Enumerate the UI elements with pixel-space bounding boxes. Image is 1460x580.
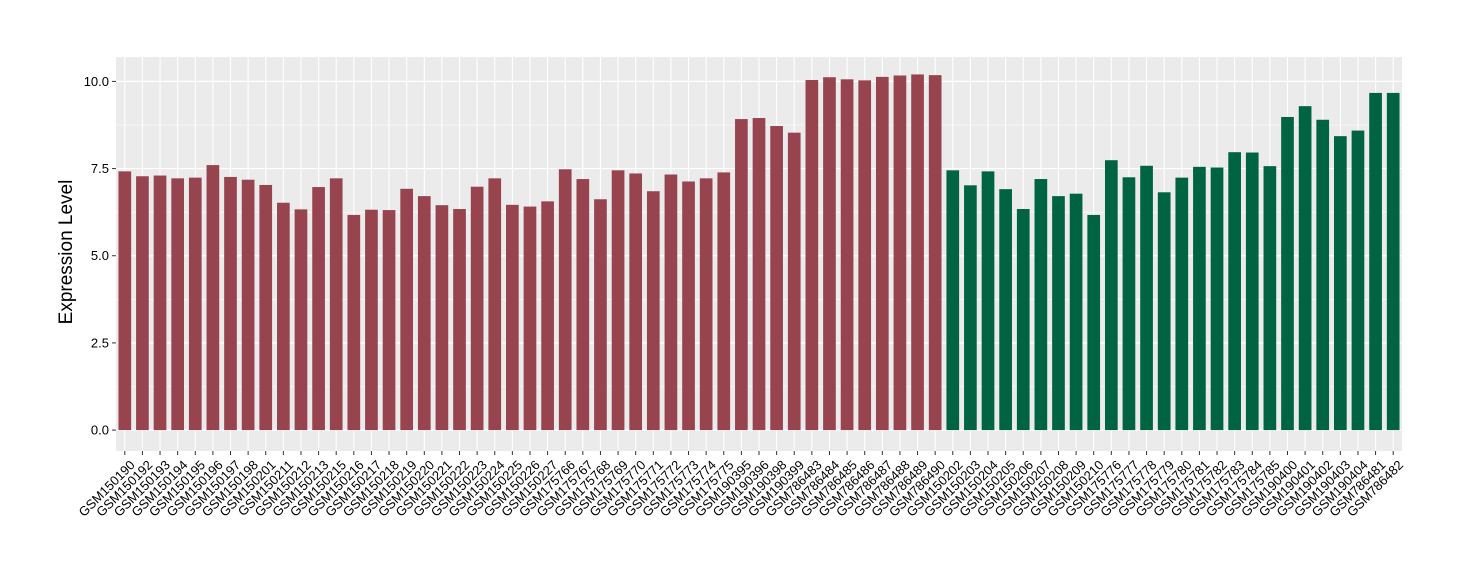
bar-GSM175782 bbox=[1210, 167, 1224, 431]
bar-GSM150195 bbox=[188, 177, 202, 431]
bar-GSM175779 bbox=[1157, 192, 1171, 431]
bar-GSM175776 bbox=[1104, 160, 1118, 431]
bar-GSM786484 bbox=[823, 77, 836, 431]
bar-GSM175784 bbox=[1245, 152, 1259, 431]
bar-GSM150207 bbox=[1034, 179, 1048, 431]
bar-GSM150204 bbox=[981, 171, 995, 431]
bar-GSM175785 bbox=[1263, 166, 1277, 431]
bar-GSM786490 bbox=[928, 75, 942, 431]
bar-GSM786482 bbox=[1386, 92, 1400, 431]
x-axis: GSM150190GSM150192GSM150193GSM150194GSM1… bbox=[75, 451, 1406, 520]
bar-GSM150223 bbox=[470, 186, 484, 431]
bar-GSM150220 bbox=[417, 196, 431, 431]
bars bbox=[118, 74, 1400, 431]
bar-GSM175766 bbox=[558, 169, 572, 431]
bar-GSM190396 bbox=[752, 118, 766, 431]
bar-GSM150202 bbox=[946, 170, 960, 431]
bar-GSM175781 bbox=[1193, 166, 1206, 431]
bar-GSM190399 bbox=[787, 132, 801, 431]
y-tick-label: 5.0 bbox=[91, 248, 109, 263]
bar-GSM175770 bbox=[629, 173, 643, 431]
bar-GSM150219 bbox=[400, 188, 414, 431]
y-tick-label: 10.0 bbox=[84, 74, 109, 89]
bar-GSM150190 bbox=[118, 171, 132, 431]
bar-GSM190395 bbox=[735, 119, 748, 431]
bar-GSM175778 bbox=[1140, 165, 1153, 431]
bar-GSM175771 bbox=[646, 191, 660, 431]
bar-GSM150211 bbox=[277, 202, 290, 431]
bar-GSM150225 bbox=[506, 204, 519, 431]
bar-GSM786487 bbox=[875, 76, 889, 431]
bar-GSM150212 bbox=[294, 209, 308, 431]
bar-GSM150206 bbox=[1016, 209, 1030, 431]
bar-GSM150218 bbox=[382, 210, 396, 431]
bar-GSM786481 bbox=[1369, 92, 1382, 431]
bar-GSM175773 bbox=[682, 181, 695, 431]
bar-GSM150201 bbox=[259, 184, 273, 431]
bar-GSM150209 bbox=[1069, 193, 1083, 431]
bar-GSM150227 bbox=[541, 201, 554, 431]
bar-GSM175774 bbox=[699, 178, 713, 431]
bar-GSM190404 bbox=[1351, 130, 1365, 431]
bar-GSM150193 bbox=[153, 175, 167, 431]
bar-GSM786488 bbox=[893, 75, 907, 431]
bar-GSM175768 bbox=[594, 199, 607, 431]
y-tick-label: 0.0 bbox=[91, 423, 109, 438]
bar-GSM175767 bbox=[576, 179, 590, 431]
bar-GSM190400 bbox=[1281, 116, 1294, 431]
bar-GSM150226 bbox=[523, 206, 537, 431]
bar-GSM150224 bbox=[488, 178, 502, 431]
bar-GSM786489 bbox=[911, 74, 924, 431]
bar-GSM150221 bbox=[435, 205, 449, 431]
bar-GSM150222 bbox=[453, 209, 466, 431]
y-tick-label: 7.5 bbox=[91, 161, 109, 176]
bar-GSM190401 bbox=[1298, 106, 1312, 431]
bar-GSM175777 bbox=[1122, 177, 1136, 431]
bar-GSM150213 bbox=[312, 187, 325, 431]
bar-GSM150198 bbox=[241, 179, 255, 431]
bar-GSM175772 bbox=[664, 174, 678, 431]
bar-GSM786485 bbox=[840, 79, 854, 431]
bar-GSM150205 bbox=[999, 189, 1012, 431]
bar-GSM190398 bbox=[770, 126, 783, 431]
bar-GSM786483 bbox=[805, 80, 819, 431]
y-tick-label: 2.5 bbox=[91, 335, 109, 350]
bar-GSM175783 bbox=[1228, 152, 1241, 431]
bar-GSM150210 bbox=[1087, 214, 1101, 431]
bar-GSM150203 bbox=[964, 185, 977, 431]
bar-GSM175780 bbox=[1175, 177, 1189, 431]
y-axis-title: Expression Level bbox=[56, 180, 77, 325]
bar-GSM190403 bbox=[1334, 136, 1347, 431]
bar-GSM190402 bbox=[1316, 119, 1330, 431]
bar-GSM150196 bbox=[206, 165, 220, 431]
bar-GSM150215 bbox=[329, 178, 343, 431]
y-axis: 0.0 2.5 5.0 7.5 10.0 bbox=[84, 74, 116, 438]
bar-GSM150192 bbox=[136, 176, 149, 431]
bar-GSM150197 bbox=[224, 176, 237, 431]
bar-GSM175775 bbox=[717, 172, 731, 431]
bar-GSM150216 bbox=[347, 214, 361, 431]
bar-GSM150217 bbox=[365, 209, 378, 431]
bar-GSM150208 bbox=[1052, 196, 1065, 431]
bar-GSM150194 bbox=[171, 178, 184, 431]
bar-GSM175769 bbox=[611, 170, 625, 431]
bar-GSM786486 bbox=[858, 80, 872, 431]
